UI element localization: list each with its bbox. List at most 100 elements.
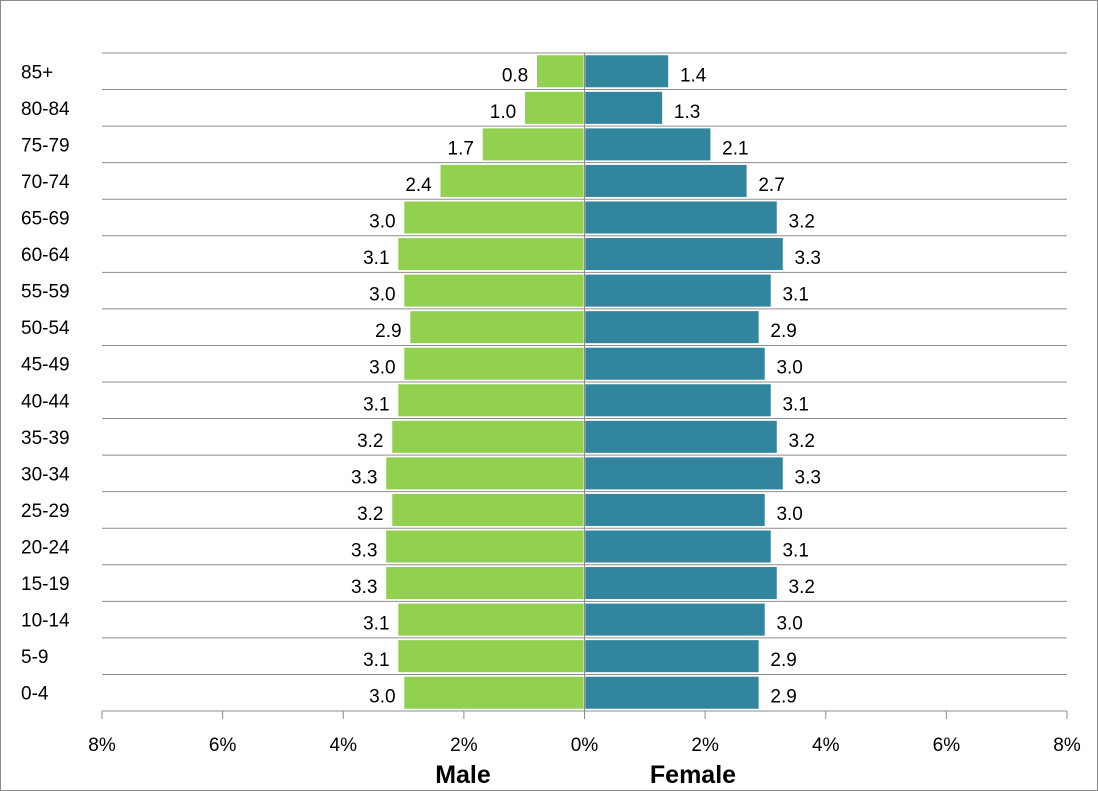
data-label-male-75-79: 1.7 [448,138,474,159]
data-label-bg [775,536,820,563]
x-tick-label: 0% [571,735,599,756]
data-label-male-5-9: 3.1 [363,650,389,671]
data-label-female-60-64: 3.3 [795,248,821,269]
data-label-female-70-74: 2.7 [758,175,784,196]
bar-male-85+ [535,53,586,89]
data-label-female-0-4: 2.9 [770,687,796,708]
data-label-female-85+: 1.4 [680,65,707,86]
category-label-50-54: 50-54 [21,318,70,339]
bar-female-85+ [583,53,670,89]
data-label-bg [666,97,711,124]
bar-male-65-69 [402,199,586,236]
bar-female-50-54 [583,309,761,345]
data-label-male-45-49: 3.0 [369,358,395,379]
data-label-bg [391,170,436,197]
data-label-male-30-34: 3.3 [351,467,377,488]
bar-female-15-19 [583,565,779,601]
data-label-bg [361,317,406,344]
category-label-10-14: 10-14 [21,611,70,632]
category-label-30-34: 30-34 [21,464,70,485]
bar-female-55-59 [583,273,773,309]
category-label-45-49: 45-49 [21,355,70,376]
data-label-female-65-69: 3.2 [789,212,815,233]
bar-male-75-79 [481,126,586,162]
bar-female-60-64 [583,236,785,272]
x-tick-label: 6% [933,735,961,756]
bar-female-70-74 [583,163,749,199]
bar-female-10-14 [583,602,767,638]
x-tick-label: 2% [691,735,719,756]
data-label-bg [769,499,814,526]
data-label-female-30-34: 3.3 [795,467,821,488]
data-label-male-10-14: 3.1 [363,614,389,635]
category-label-60-64: 60-64 [21,245,70,266]
data-label-male-55-59: 3.0 [369,285,395,306]
data-label-bg [355,682,400,709]
data-label-male-65-69: 3.0 [369,212,395,233]
x-tick-label: 4% [330,735,358,756]
data-label-bg [343,426,388,453]
data-label-bg [349,244,394,271]
data-label-male-40-44: 3.1 [363,394,389,415]
data-label-bg [349,609,394,636]
data-label-bg [355,353,400,380]
data-label-bg [355,280,400,307]
bar-female-20-24 [583,528,773,565]
bar-female-25-29 [583,492,767,528]
data-label-bg [781,207,826,234]
data-label-female-75-79: 2.1 [722,138,748,159]
data-label-bg [349,390,394,417]
category-label-80-84: 80-84 [21,99,70,120]
data-label-male-15-19: 3.3 [351,577,377,598]
bar-female-65-69 [583,199,779,236]
data-label-bg [763,646,808,673]
bar-male-0-4 [402,675,586,711]
bar-male-35-39 [390,419,586,455]
data-labels: 3.0 2.9 3.1 2.9 3.1 3.0 3.3 3.2 3.3 3.1 3.2 3.0 3.3 3… [337,61,832,709]
category-label-65-69: 65-69 [21,209,70,230]
data-label-bg [476,97,521,124]
category-label-70-74: 70-74 [21,172,70,193]
data-label-female-50-54: 2.9 [770,321,796,342]
data-label-male-50-54: 2.9 [375,321,401,342]
category-label-25-29: 25-29 [21,501,70,522]
data-label-female-20-24: 3.1 [782,541,808,562]
data-label-bg [781,573,826,600]
data-label-male-20-24: 3.3 [351,541,377,562]
bar-female-35-39 [583,419,779,455]
bar-female-30-34 [583,455,785,491]
data-label-female-25-29: 3.0 [776,504,802,525]
category-labels: 0-4 5-9 10-14 15-19 20-24 25-29 30-34 35-39 40-4… [21,62,70,704]
data-label-bg [672,61,717,88]
data-label-bg [355,207,400,234]
data-label-male-80-84: 1.0 [490,102,516,123]
data-label-male-25-29: 3.2 [357,504,383,525]
data-label-female-40-44: 3.1 [782,394,808,415]
bar-male-70-74 [439,163,586,199]
bars [384,53,785,711]
bar-male-55-59 [402,273,586,309]
data-label-bg [769,609,814,636]
data-label-bg [763,682,808,709]
x-tick-label: 8% [1053,735,1081,756]
bar-male-10-14 [396,602,586,638]
data-label-bg [769,353,814,380]
category-label-20-24: 20-24 [21,538,70,559]
bar-male-40-44 [396,382,586,418]
data-label-bg [781,426,826,453]
data-label-bg [775,280,820,307]
data-label-male-85+: 0.8 [502,65,528,86]
category-label-75-79: 75-79 [21,135,70,156]
bar-female-5-9 [583,638,761,674]
data-label-bg [787,244,832,271]
data-label-bg [775,390,820,417]
category-label-40-44: 40-44 [21,391,70,412]
data-label-female-15-19: 3.2 [789,577,815,598]
bar-male-30-34 [384,455,586,491]
data-label-male-35-39: 3.2 [357,431,383,452]
x-tick-label: 8% [88,735,116,756]
data-label-male-0-4: 3.0 [369,687,395,708]
category-label-85+: 85+ [21,62,53,83]
bar-male-60-64 [396,236,586,272]
